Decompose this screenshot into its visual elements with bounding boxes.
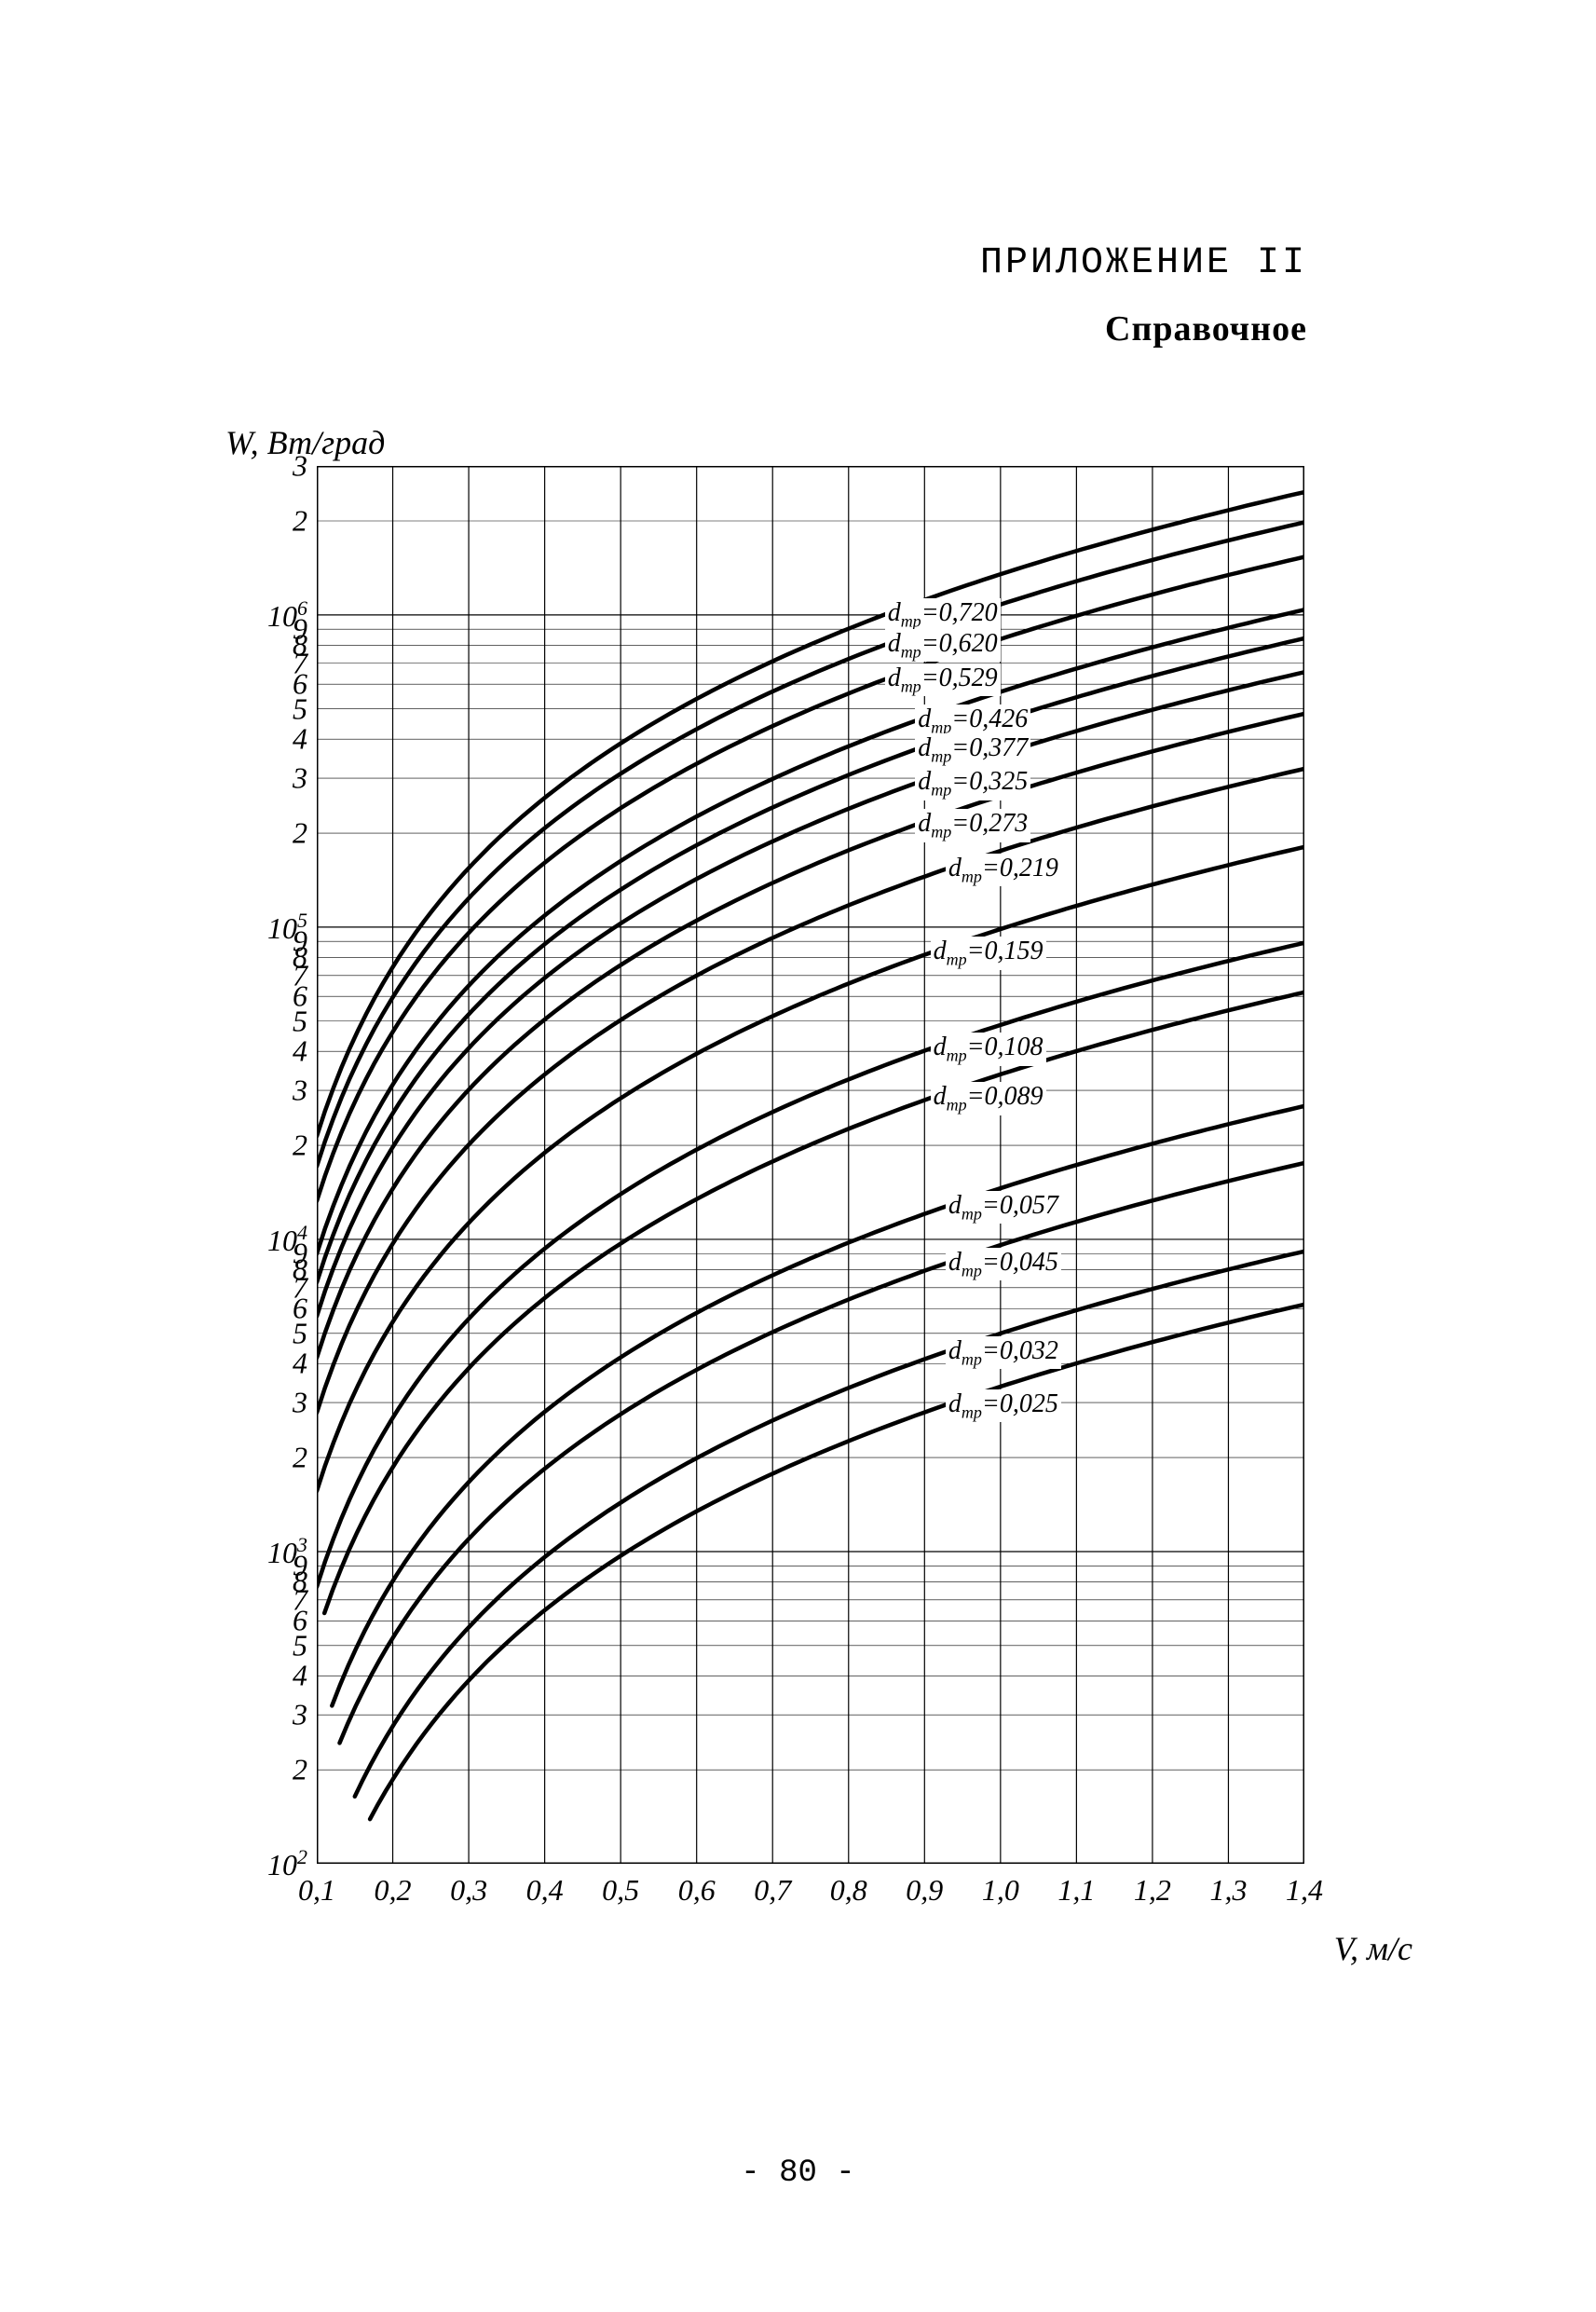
curve-c529	[317, 557, 1304, 1201]
x-tick-label: 0,9	[906, 1873, 943, 1908]
curve-c025	[370, 1305, 1304, 1819]
x-tick-label: 1,1	[1057, 1873, 1095, 1908]
x-tick-label: 0,5	[602, 1873, 639, 1908]
y-tick-label: 4	[293, 1659, 307, 1693]
chart: W, Вт/град V, м/с 1022345678910323456789…	[242, 466, 1304, 1920]
y-tick-label: 2	[293, 503, 307, 538]
y-tick-label: 3	[293, 1386, 307, 1420]
curve-label-c529: dтр=0,529	[885, 664, 1001, 697]
appendix-title: ПРИЛОЖЕНИЕ II	[980, 242, 1307, 284]
y-tick-label: 4	[293, 1034, 307, 1069]
appendix-subtitle: Справочное	[980, 308, 1307, 349]
y-tick-label: 2	[293, 1441, 307, 1475]
curve-label-c620: dтр=0,620	[885, 629, 1001, 663]
curve-c159	[317, 847, 1304, 1491]
x-axis-title: V, м/с	[1334, 1929, 1412, 1968]
curve-label-c108: dтр=0,108	[931, 1033, 1046, 1066]
curve-label-c025: dтр=0,025	[946, 1389, 1061, 1423]
x-tick-label: 0,6	[678, 1873, 716, 1908]
y-tick-label: 4	[293, 722, 307, 757]
y-tick-label: 2	[293, 1129, 307, 1163]
curve-label-c273: dтр=0,273	[915, 809, 1030, 842]
x-tick-label: 1,0	[982, 1873, 1019, 1908]
y-tick-label: 3	[293, 1074, 307, 1108]
chart-svg	[317, 466, 1304, 1864]
curve-label-c032: dтр=0,032	[946, 1336, 1061, 1370]
y-tick-label: 104	[267, 1221, 307, 1258]
x-tick-label: 1,4	[1286, 1873, 1323, 1908]
y-tick-label: 3	[293, 761, 307, 796]
curve-label-c089: dтр=0,089	[931, 1082, 1046, 1115]
x-tick-label: 1,2	[1134, 1873, 1171, 1908]
curve-label-c325: dтр=0,325	[915, 767, 1030, 800]
x-tick-label: 0,1	[298, 1873, 335, 1908]
curve-label-c720: dтр=0,720	[885, 598, 1001, 632]
plot-area	[317, 466, 1304, 1864]
curve-c273	[317, 714, 1304, 1358]
x-tick-label: 0,4	[526, 1873, 564, 1908]
page: ПРИЛОЖЕНИЕ II Справочное W, Вт/град V, м…	[0, 0, 1596, 2312]
y-tick-label: 3	[293, 449, 307, 484]
x-tick-label: 0,7	[754, 1873, 791, 1908]
page-number: - 80 -	[741, 2155, 854, 2191]
curve-c377	[317, 638, 1304, 1282]
x-tick-label: 0,8	[830, 1873, 867, 1908]
curve-label-c159: dтр=0,159	[931, 937, 1046, 970]
y-tick-label: 105	[267, 909, 307, 946]
y-tick-label: 103	[267, 1533, 307, 1570]
curve-label-c219: dтр=0,219	[946, 854, 1061, 887]
y-tick-label: 3	[293, 1698, 307, 1732]
y-tick-label: 2	[293, 1753, 307, 1787]
y-tick-label: 2	[293, 816, 307, 851]
header-block: ПРИЛОЖЕНИЕ II Справочное	[980, 242, 1307, 349]
curve-c620	[317, 523, 1304, 1167]
curve-label-c045: dтр=0,045	[946, 1248, 1061, 1281]
curve-label-c057: dтр=0,057	[946, 1191, 1061, 1224]
curve-c325	[317, 672, 1304, 1316]
curve-c426	[317, 609, 1304, 1253]
x-tick-label: 1,3	[1209, 1873, 1247, 1908]
curve-c108	[317, 943, 1304, 1587]
x-tick-label: 0,3	[450, 1873, 487, 1908]
curve-c720	[317, 492, 1304, 1136]
y-tick-label: 4	[293, 1347, 307, 1381]
y-tick-label: 106	[267, 596, 307, 634]
curve-label-c377: dтр=0,377	[915, 733, 1030, 767]
x-tick-label: 0,2	[375, 1873, 412, 1908]
